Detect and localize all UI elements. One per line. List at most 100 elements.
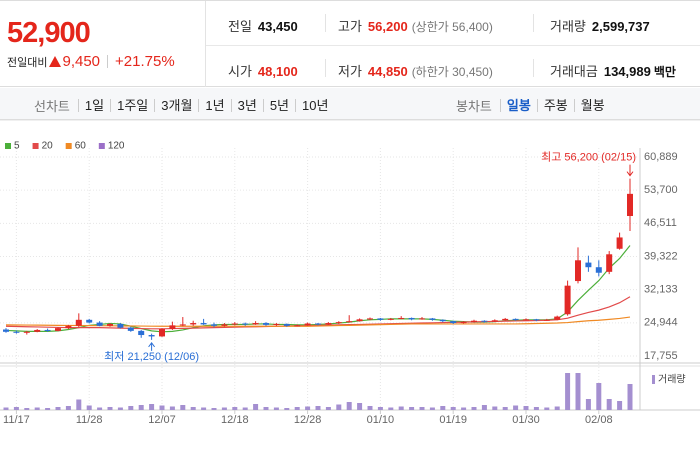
candle-body — [34, 329, 41, 332]
legend-swatch — [5, 143, 11, 149]
legend-swatch — [652, 375, 655, 384]
candle-body — [346, 321, 353, 323]
x-tick-label: 12/28 — [294, 414, 322, 426]
candle-body — [564, 285, 571, 315]
volume-bar — [221, 407, 227, 410]
stat: 전일 43,450 — [228, 16, 298, 35]
volume-bar — [55, 407, 61, 410]
candle-body — [439, 319, 446, 322]
candle-body — [231, 323, 238, 325]
low-annotation: 최저 21,250 (12/06) — [104, 350, 199, 363]
stat-value: 48,100 — [257, 64, 298, 79]
volume-bar — [76, 399, 82, 410]
stat-label: 거래대금 — [550, 64, 598, 79]
volume-bar — [398, 406, 404, 410]
candle-body — [595, 267, 602, 273]
period-tab[interactable]: 1주일 — [110, 99, 154, 112]
volume-bar — [461, 407, 467, 410]
volume-bar — [149, 404, 155, 410]
candle-body — [117, 323, 124, 328]
volume-bar — [554, 406, 560, 410]
candle-body — [3, 329, 9, 332]
y-tick-label: 60,889 — [644, 151, 678, 163]
x-tick-label: 01/10 — [367, 414, 395, 426]
candle-body — [335, 322, 342, 324]
volume-bar — [128, 406, 134, 410]
stat-label: 시가 — [228, 64, 252, 79]
tab-group-label: 선차트 — [34, 99, 70, 114]
period-tab[interactable]: 10년 — [295, 99, 334, 112]
period-tab[interactable]: 주봉 — [536, 99, 574, 112]
stat: 고가 56,200 (상한가 56,400) — [338, 16, 493, 35]
candle-body — [242, 323, 249, 325]
stat: 거래대금 134,989 백만 — [550, 61, 676, 80]
candle-body — [169, 325, 176, 330]
candle-body — [398, 317, 405, 319]
volume-bar — [253, 404, 259, 410]
candle-body — [315, 323, 321, 325]
period-tab[interactable]: 월봉 — [573, 99, 611, 112]
volume-bar — [492, 406, 498, 410]
volume-bar — [169, 406, 175, 410]
candle-body — [471, 320, 477, 323]
volume-bar — [513, 405, 519, 410]
candle-body — [512, 318, 519, 320]
candle-body — [533, 319, 540, 321]
volume-bar — [429, 407, 435, 410]
candle-body — [159, 329, 165, 337]
volume-bar — [596, 383, 602, 410]
volume-bar — [97, 407, 103, 410]
quote-header: 52,900 전일대비 9,450 +21.75% 전일 43,450 고가 56,… — [0, 0, 700, 87]
stat-label: 전일 — [228, 19, 252, 34]
tab-group-label: 봉차트 — [456, 99, 492, 114]
x-tick-label: 01/19 — [439, 414, 467, 426]
stat-label: 거래량 — [550, 19, 586, 34]
volume-bar — [565, 373, 571, 410]
volume-bar — [388, 407, 394, 410]
candle-body — [523, 319, 529, 321]
volume-bar — [24, 408, 30, 410]
period-tab[interactable]: 3개월 — [154, 99, 198, 112]
price-panel: 52,900 전일대비 9,450 +21.75% — [0, 1, 206, 87]
x-tick-label: 12/18 — [221, 414, 249, 426]
volume-bar — [65, 406, 71, 410]
volume-bar — [315, 406, 321, 410]
period-tab[interactable]: 일봉 — [499, 99, 537, 112]
candle-body — [263, 323, 269, 325]
change-rate: +21.75% — [115, 53, 175, 70]
volume-bar — [377, 407, 383, 410]
volume-bar — [617, 401, 623, 410]
volume-bar — [232, 407, 238, 410]
period-tab[interactable]: 3년 — [230, 99, 263, 112]
volume-bar — [325, 407, 331, 410]
stat-note: (하한가 30,450) — [411, 65, 493, 79]
volume-bar — [450, 407, 456, 410]
volume-bar — [367, 406, 373, 410]
volume-bar — [273, 407, 279, 410]
col-divider — [533, 14, 534, 32]
period-tab[interactable]: 5년 — [262, 99, 295, 112]
candle-body — [283, 323, 290, 326]
x-tick-label: 02/08 — [585, 414, 613, 426]
high-annotation: 최고 56,200 (02/15) — [541, 151, 636, 164]
candle-body — [325, 323, 332, 325]
period-tab[interactable]: 1년 — [198, 99, 230, 112]
candle-body — [55, 328, 61, 331]
candle-body — [13, 331, 20, 333]
candle-body — [294, 325, 301, 327]
legend-label: 20 — [42, 141, 54, 152]
candle-body — [356, 319, 363, 322]
col-divider — [325, 59, 326, 77]
candle-body — [107, 323, 113, 326]
volume-bar — [357, 403, 363, 410]
stat-value: 43,450 — [257, 19, 298, 34]
period-tabs: 선차트 1일 1주일 3개월 1년 3년 5년 10년 봉차트 일봉 주봉 월봉 — [0, 88, 700, 120]
candle-body — [387, 318, 394, 320]
volume-bar — [533, 407, 539, 410]
x-tick-label: 11/17 — [3, 414, 30, 426]
volume-bar — [86, 405, 92, 410]
x-tick-label: 12/07 — [148, 414, 176, 426]
volume-bar — [440, 406, 446, 410]
period-tab[interactable]: 1일 — [77, 99, 110, 112]
